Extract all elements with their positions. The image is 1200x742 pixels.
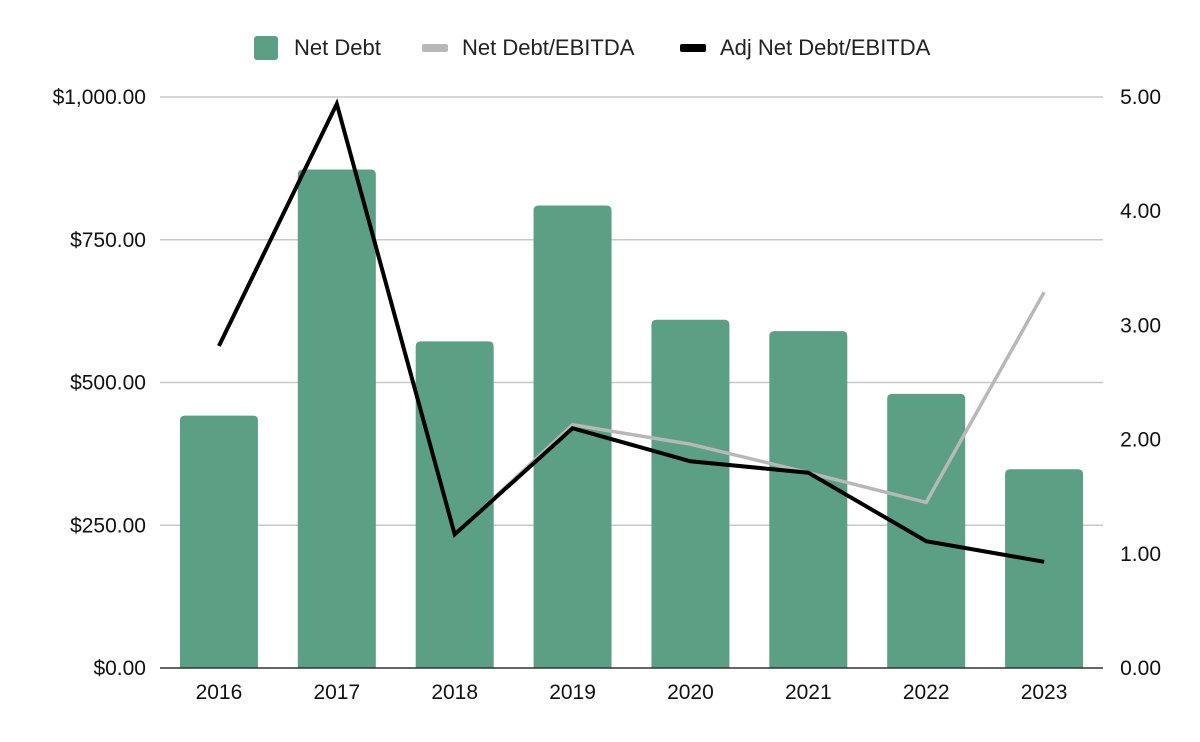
legend-item-adj-net-debt-ebitda: Adj Net Debt/EBITDA: [680, 35, 931, 60]
bar-series: [179, 169, 1084, 669]
legend-label-net-debt-ebitda: Net Debt/EBITDA: [462, 35, 635, 60]
x-tick-label: 2023: [1021, 681, 1068, 704]
bar-net-debt-2022: [887, 393, 966, 668]
y-right-tick-label: 1.00: [1120, 543, 1161, 566]
legend-label-net-debt: Net Debt: [294, 35, 381, 60]
y-left-tick-label: $1,000.00: [53, 86, 146, 109]
y-left-tick-label: $0.00: [93, 657, 146, 680]
y-right-tick-label: 4.00: [1120, 200, 1161, 223]
y-right-tick-label: 0.00: [1120, 657, 1161, 680]
axes: $0.00 $250.00 $500.00 $750.00 $1,000.00 0.00 1…: [53, 86, 1161, 704]
bar-net-debt-2021: [769, 331, 848, 668]
legend-swatch-adj-net-debt-ebitda: [680, 44, 706, 52]
bar-net-debt-2016: [179, 415, 258, 668]
legend-item-net-debt-ebitda: Net Debt/EBITDA: [422, 35, 635, 60]
legend: Net Debt Net Debt/EBITDA Adj Net Debt/EBIT…: [254, 35, 931, 60]
x-tick-label: 2019: [549, 681, 596, 704]
y-left-tick-label: $750.00: [70, 229, 146, 252]
line-adj-net-debt-ebitda: [217, 98, 1045, 564]
legend-label-adj-net-debt-ebitda: Adj Net Debt/EBITDA: [720, 35, 931, 60]
x-tick-label: 2018: [431, 681, 478, 704]
bar-net-debt-2023: [1005, 469, 1084, 668]
line-series: [217, 98, 1046, 564]
bar-net-debt-2019: [533, 205, 612, 669]
y-left-tick-label: $500.00: [70, 372, 146, 395]
y-left-tick-label: $250.00: [70, 514, 146, 537]
x-tick-label: 2016: [196, 681, 243, 704]
legend-item-net-debt: Net Debt: [254, 35, 381, 60]
x-tick-label: 2017: [313, 681, 360, 704]
x-tick-label: 2021: [785, 681, 832, 704]
bar-net-debt-2018: [415, 341, 494, 668]
x-tick-label: 2020: [667, 681, 714, 704]
y-right-tick-label: 3.00: [1120, 314, 1161, 337]
y-right-tick-label: 2.00: [1120, 429, 1161, 452]
legend-swatch-net-debt-ebitda: [422, 44, 448, 52]
bar-net-debt-2017: [297, 169, 376, 668]
y-right-tick-label: 5.00: [1120, 86, 1161, 109]
bar-net-debt-2020: [651, 319, 730, 668]
line-net-debt-ebitda: [453, 291, 1046, 536]
x-tick-label: 2022: [903, 681, 950, 704]
legend-swatch-net-debt: [254, 36, 278, 60]
